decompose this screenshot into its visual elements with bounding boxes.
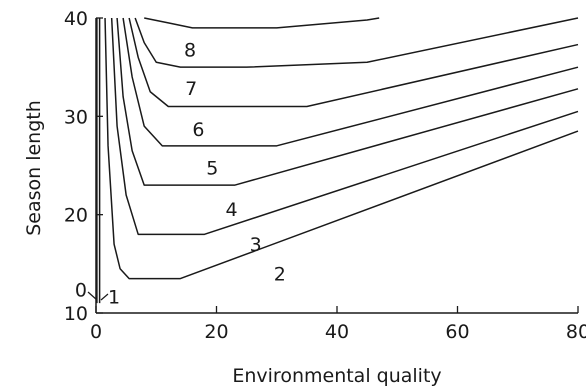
series-label-6: 6 (192, 119, 204, 141)
x-tick-label: 20 (204, 321, 228, 343)
plot-lines (96, 17, 579, 304)
series-label-3: 3 (250, 234, 262, 256)
series-line-4 (116, 17, 579, 186)
axes (95, 18, 578, 314)
series-label-8: 8 (184, 39, 196, 61)
y-axis-title: Season length (23, 100, 45, 236)
series-line-5 (122, 17, 579, 147)
series-label-1: 1 (108, 286, 120, 308)
series-label-0: 0 (75, 279, 87, 301)
label-pointer-1 (100, 293, 109, 301)
series-label-7: 7 (185, 78, 197, 100)
series-label-4: 4 (226, 199, 238, 221)
x-tick-label: 0 (90, 321, 102, 343)
series-line-3 (110, 17, 579, 236)
y-tick-label: 30 (64, 106, 88, 128)
series-line-2 (104, 17, 579, 280)
x-tick-label: 40 (325, 321, 349, 343)
x-axis-title: Environmental quality (232, 365, 441, 387)
label-pointer-0 (87, 291, 98, 301)
series-line-7 (134, 17, 579, 68)
series-label-2: 2 (274, 264, 286, 286)
x-tick-label: 60 (445, 321, 469, 343)
series-line-6 (128, 17, 579, 108)
series-label-5: 5 (206, 157, 218, 179)
y-tick-label: 40 (64, 8, 88, 30)
series-line-8 (144, 17, 380, 29)
y-tick-label: 10 (64, 303, 88, 325)
y-tick-label: 20 (64, 205, 88, 227)
x-tick-label: 80 (566, 321, 586, 343)
